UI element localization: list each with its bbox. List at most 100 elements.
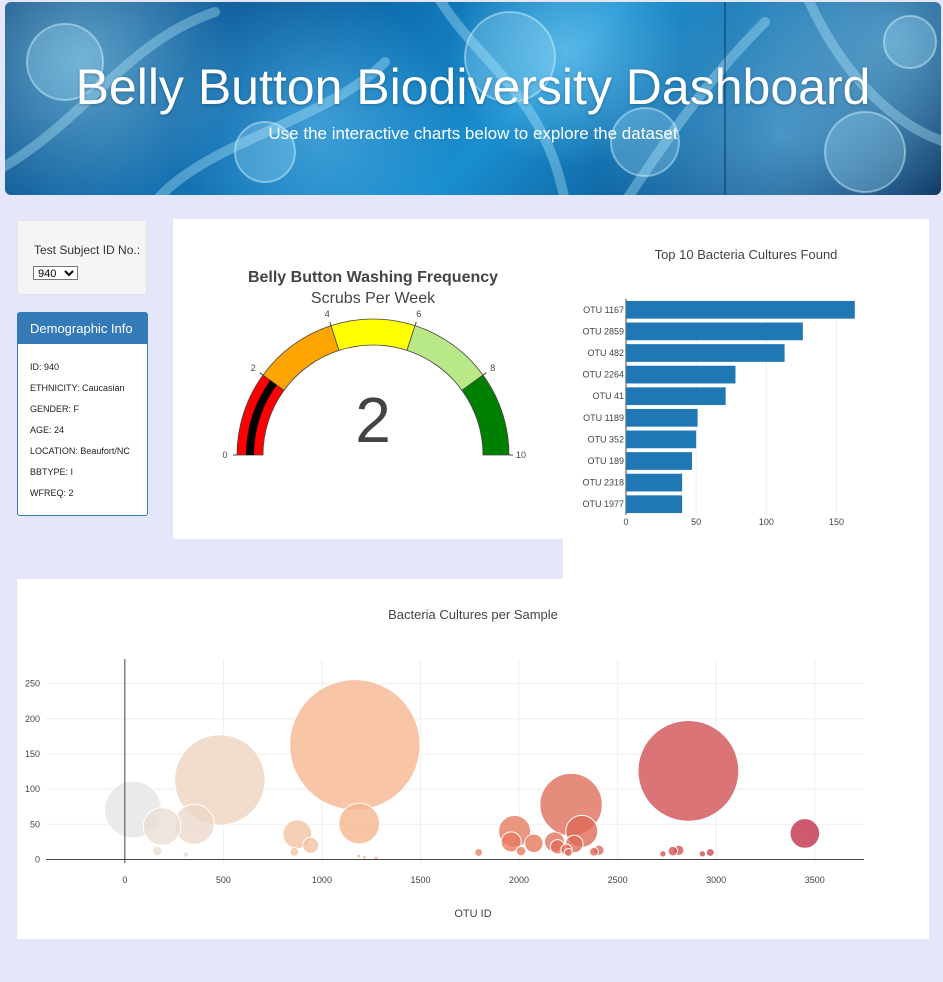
bar-category-label: OTU 2264 [582,370,624,380]
bubble-x-tick-label: 3500 [805,875,825,885]
bubble-chart-card: Bacteria Cultures per Sample 0 50 100 150 20… [17,579,929,939]
bubble-otu-2010 [515,845,527,857]
bar-x-tick-label: 50 [691,517,701,527]
top10-bar-card: Top 10 Bacteria Cultures Found OTU 1167 O… [563,219,929,579]
gauge-card: Belly Button Washing Frequency Scrubs Pe… [173,219,563,539]
bubble-y-tick-label: 100 [25,784,40,794]
bubble-otu-310 [182,851,190,858]
bubble-otu-3450 [789,818,821,849]
bubble-otu-2075 [524,833,544,854]
bubble-otu-1185 [355,853,361,859]
bar-otu-2264 [626,365,736,384]
demo-bbtype: BBTYPE: I [30,467,74,477]
bubble-chart-title: Bacteria Cultures per Sample [388,607,558,622]
bar-category-label: OTU 1167 [583,305,624,315]
bar-otu-1167 [626,300,855,319]
bar-x-tick-label: 150 [829,517,844,527]
demo-location: LOCATION: Beaufort/NC [30,446,130,456]
gauge-title: Belly Button Washing Frequency [248,269,498,286]
bubble-otu-943 [302,836,320,854]
gauge-tick-label: 4 [325,309,330,319]
gauge-subtitle: Scrubs Per Week [311,290,436,307]
demo-age: AGE: 24 [30,425,65,435]
bubble-otu-482 [174,734,266,826]
bar-x-tick-label: 100 [759,517,774,527]
top10-bar-chart: Top 10 Bacteria Cultures Found OTU 1167 O… [582,247,855,527]
bubble-y-tick-label: 200 [25,714,40,724]
bar-otu-2318 [626,473,683,492]
bubble-x-tick-label: 1500 [410,875,430,885]
bar-otu-41 [626,387,726,406]
bubble-otu-2780 [667,845,679,857]
bar-category-label: OTU 2318 [582,478,624,488]
bubble-x-tick-label: 500 [216,875,231,885]
bubble-x-axis-label: OTU ID [454,908,491,920]
bar-otu-1189 [626,408,698,427]
washing-frequency-gauge: Belly Button Washing Frequency Scrubs Pe… [222,269,526,460]
bubble-x-tick-label: 3000 [706,875,726,885]
demographic-info-body: ID: 940 ETHNICITY: Caucasian GENDER: F A… [18,344,147,499]
demo-id: ID: 940 [30,362,60,372]
gauge-tick-label: 10 [516,450,526,460]
gauge-band-4 [461,374,510,456]
bar-category-label: OTU 352 [587,434,624,444]
bubble-otu-1795 [474,847,484,857]
gauge-tick-label: 0 [222,450,227,460]
bubble-y-tick-label: 250 [25,679,40,689]
bubble-x-tick-label: 2500 [608,875,628,885]
demo-ethnicity: ETHNICITY: Caucasian [30,383,125,393]
gauge-tick-mark [482,372,487,376]
bar-category-label: OTU 1977 [582,499,624,509]
demo-wfreq: WFREQ: 2 [30,488,74,498]
bubble-otu-2970 [705,847,715,857]
demographic-info-heading: Demographic Info [18,313,147,344]
gauge-tick-label: 6 [416,309,421,319]
bubble-otu-1167 [289,679,421,811]
bubble-otu-860 [289,846,300,857]
bubble-otu-2380 [589,846,599,857]
bubble-otu-1960 [500,831,522,853]
bar-x-tick-label: 0 [623,517,628,527]
bar-otu-2859 [626,322,803,341]
bubble-x-tick-label: 1000 [312,875,332,885]
bubble-y-tick-label: 50 [30,819,40,829]
bar-chart-title: Top 10 Bacteria Cultures Found [655,247,838,262]
bubble-chart: Bacteria Cultures per Sample 0 50 100 150 20… [25,607,864,920]
bar-category-label: OTU 41 [592,391,624,401]
bar-category-label: OTU 482 [587,348,624,358]
demographic-info-panel: Demographic Info ID: 940 ETHNICITY: Cauc… [17,312,148,516]
bar-category-label: OTU 2859 [582,326,624,336]
bubble-otu-189 [142,807,182,846]
bubble-otu-2250 [563,847,573,857]
gauge-band-3 [406,325,484,391]
subject-id-label: Test Subject ID No.: [34,243,141,257]
subject-selector-well: Test Subject ID No.: 940 [17,220,147,295]
subject-id-dropdown[interactable]: 940 [33,266,78,280]
bubble-x-tick-label: 0 [122,875,127,885]
bubble-y-tick-label: 0 [35,854,40,864]
bubble-otu-165 [152,845,163,857]
bar-category-label: OTU 1189 [583,413,624,423]
bubble-otu-2930 [698,850,707,858]
bar-otu-482 [626,344,785,362]
gauge-tick-mark [259,372,264,376]
gauge-tick-mark [414,321,417,326]
bubble-otu-2859 [637,719,740,822]
bar-otu-352 [626,430,697,449]
bubble-otu-2730 [659,850,667,858]
bar-otu-1977 [626,495,683,514]
bubble-otu-1189 [338,802,381,845]
bar-category-label: OTU 189 [587,456,624,466]
bar-otu-189 [626,452,692,470]
gauge-tick-label: 2 [251,363,256,373]
header-banner: Belly Button Biodiversity Dashboard Use … [5,2,941,195]
gauge-tick-mark [329,321,332,326]
gauge-value: 2 [355,384,391,456]
bubble-otu-1215 [361,854,367,860]
banner-background-image [5,2,941,195]
page-subtitle: Use the interactive charts below to expl… [268,124,678,143]
bubble-x-tick-label: 2000 [509,875,529,885]
page-title: Belly Button Biodiversity Dashboard [75,59,871,115]
demo-gender: GENDER: F [30,404,80,414]
gauge-band-2 [330,318,416,351]
